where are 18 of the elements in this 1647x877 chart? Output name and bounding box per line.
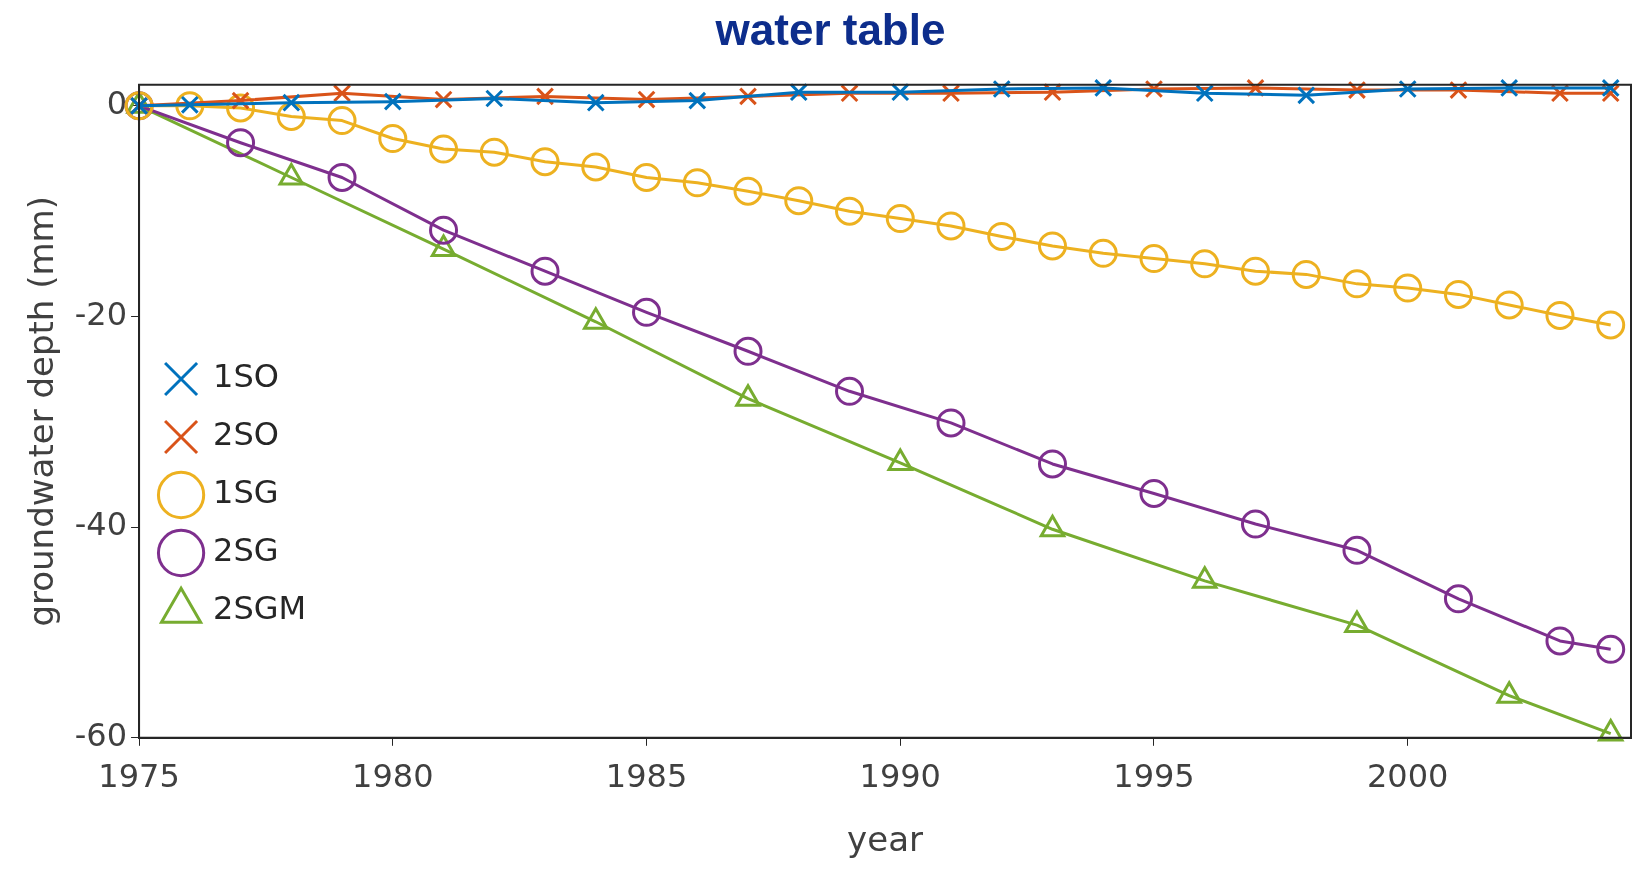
- legend-label: 1SG: [213, 473, 279, 512]
- x-axis-title: year: [847, 819, 923, 860]
- y-axis-title: groundwater depth (mm): [21, 196, 62, 627]
- legend-label: 2SGM: [213, 589, 307, 628]
- legend-label: 2SG: [213, 531, 279, 570]
- y-tick-label: -20: [74, 294, 128, 333]
- y-tick-label: -40: [74, 505, 128, 544]
- y-tick-label: -60: [74, 716, 128, 755]
- legend-label: 1SO: [213, 357, 279, 396]
- x-tick-label: 1995: [1113, 757, 1195, 796]
- x-tick-label: 1980: [352, 757, 434, 796]
- x-tick-label: 1975: [98, 757, 180, 796]
- chart-title: water table: [714, 4, 946, 54]
- legend-label: 2SO: [213, 415, 279, 454]
- x-tick-label: 2000: [1367, 757, 1449, 796]
- x-tick-label: 1990: [859, 757, 941, 796]
- y-tick-label: 0: [106, 84, 128, 123]
- x-tick-label: 1985: [605, 757, 688, 796]
